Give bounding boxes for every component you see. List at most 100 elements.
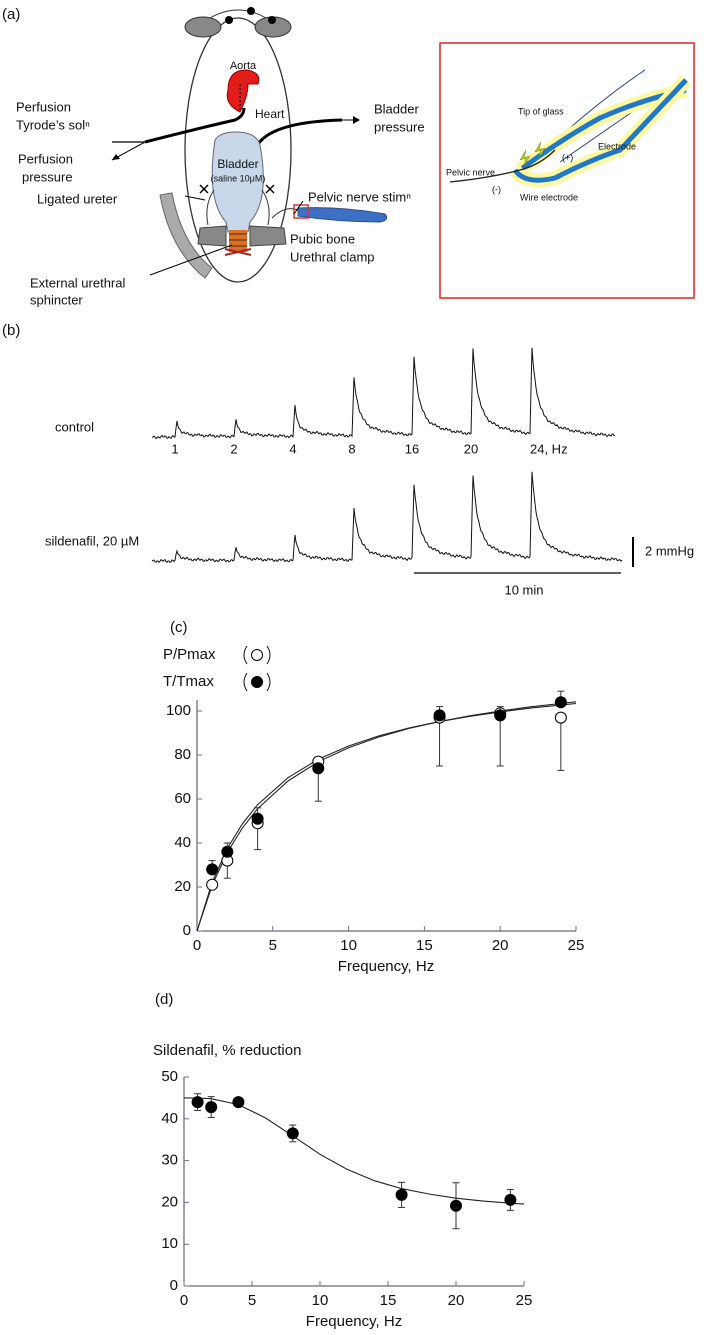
- fit-curve: [183, 1097, 525, 1205]
- x-axis-label: Frequency, Hz: [306, 1313, 402, 1330]
- frequency-label: 2: [230, 441, 237, 456]
- data-point: [251, 812, 264, 825]
- y-tick-label: 40: [174, 834, 191, 851]
- label: pressure: [374, 119, 425, 134]
- y-tick-label: 30: [161, 1152, 178, 1169]
- data-point: [312, 762, 325, 775]
- legend-label: P/Pmax: [163, 646, 216, 663]
- diagram-labels: Aorta Heart Perfusion Tyrode’s solⁿ Perf…: [16, 60, 636, 308]
- label: Perfusion: [18, 151, 73, 166]
- label: Bladder: [374, 101, 419, 116]
- y-tick-label: 60: [174, 790, 191, 807]
- dot: [225, 16, 233, 24]
- x-tick-label: 15: [380, 1292, 397, 1309]
- data-point: [286, 1127, 299, 1140]
- scale-label: 10 min: [504, 582, 543, 597]
- clamp: [224, 248, 252, 256]
- error-bar: [496, 713, 504, 767]
- traces: control sildenafil, 20 µM 2 mmHg 10 min …: [45, 347, 694, 597]
- y-tick-label: 0: [183, 922, 191, 939]
- inset-label: Tip of glass: [518, 106, 564, 116]
- legend-paren: [243, 645, 271, 665]
- trace: [151, 471, 623, 564]
- ear: [184, 16, 222, 38]
- panel-label: (a): [2, 6, 20, 23]
- dot: [247, 7, 255, 15]
- label: Perfusion: [16, 99, 71, 114]
- error-bar: [557, 717, 565, 771]
- arrow-head: [112, 154, 120, 160]
- data-point: [206, 863, 219, 876]
- data-point: [191, 1096, 204, 1109]
- fit-curve: [196, 701, 577, 932]
- y-tick-label: 100: [166, 702, 191, 719]
- sphincter: [229, 230, 247, 252]
- y-tick-label: 20: [161, 1193, 178, 1210]
- legend-marker: [251, 676, 263, 688]
- nerve: [271, 208, 299, 219]
- electrode: [297, 207, 388, 223]
- inset-label: Pelvic nerve: [446, 167, 495, 177]
- data-point: [221, 845, 234, 858]
- inset-label: Wire electrode: [520, 192, 578, 202]
- frequency-label: 16: [405, 441, 419, 456]
- x-tick-label: 5: [248, 1292, 256, 1309]
- x-tick-label: 25: [516, 1292, 533, 1309]
- x-tick-label: 0: [193, 937, 201, 954]
- label: Ligated ureter: [37, 191, 118, 206]
- error-bar: [436, 717, 444, 767]
- inset-label: Electrode: [598, 141, 636, 151]
- x-tick-label: 10: [340, 937, 357, 954]
- x-tick-label: 10: [312, 1292, 329, 1309]
- y-tick-label: 10: [161, 1235, 178, 1252]
- ligature: [199, 184, 275, 194]
- label: External urethral: [30, 275, 125, 290]
- ureter: [206, 189, 270, 226]
- pubic-bone: [197, 225, 287, 247]
- diagram: [111, 7, 695, 299]
- sphincter-lines: [229, 233, 247, 247]
- frequency-label: 1: [171, 441, 178, 456]
- y-tick-label: 50: [161, 1068, 178, 1085]
- inset-label: (-): [492, 184, 501, 194]
- label: pressure: [22, 169, 73, 184]
- leader: [184, 195, 206, 201]
- frequency-label: 20: [464, 441, 478, 456]
- data-point: [433, 709, 446, 722]
- data-point: [554, 711, 567, 724]
- data-point: [450, 1199, 462, 1212]
- label: sphincter: [30, 292, 83, 307]
- perfusion-line: [144, 107, 246, 144]
- x-tick-label: 20: [492, 937, 509, 954]
- y-tick-label: 40: [161, 1110, 178, 1127]
- heart: [226, 69, 260, 113]
- panel-label: (b): [2, 322, 20, 339]
- trace-label: control: [55, 419, 94, 434]
- zoom-box: [293, 204, 309, 219]
- leader: [149, 244, 233, 276]
- label: Aorta: [230, 60, 257, 72]
- data-point: [206, 878, 219, 891]
- x-tick-label: 0: [180, 1292, 188, 1309]
- frequency-label: 8: [348, 441, 355, 456]
- frequency-label: 4: [289, 441, 296, 456]
- data-point: [205, 1101, 218, 1114]
- label: Pubic bone: [290, 231, 355, 246]
- label: Tyrode’s solⁿ: [16, 117, 90, 132]
- y-axis-label: Sildenafil, % reduction: [153, 1042, 301, 1059]
- label: Heart: [255, 107, 285, 121]
- data-point: [232, 1096, 245, 1109]
- scale-label: 2 mmHg: [645, 543, 694, 558]
- x-tick-label: 25: [568, 937, 585, 954]
- arrow-head: [353, 116, 360, 124]
- dot: [268, 16, 276, 24]
- legend-paren: [243, 672, 271, 692]
- label: Bladder: [217, 157, 258, 171]
- electrode: [518, 87, 687, 173]
- wire: [512, 78, 688, 183]
- y-tick-label: 80: [174, 746, 191, 763]
- label: (saline 10μM): [211, 173, 266, 183]
- frequency-label: 24, Hz: [530, 441, 568, 456]
- legend-marker: [251, 649, 263, 661]
